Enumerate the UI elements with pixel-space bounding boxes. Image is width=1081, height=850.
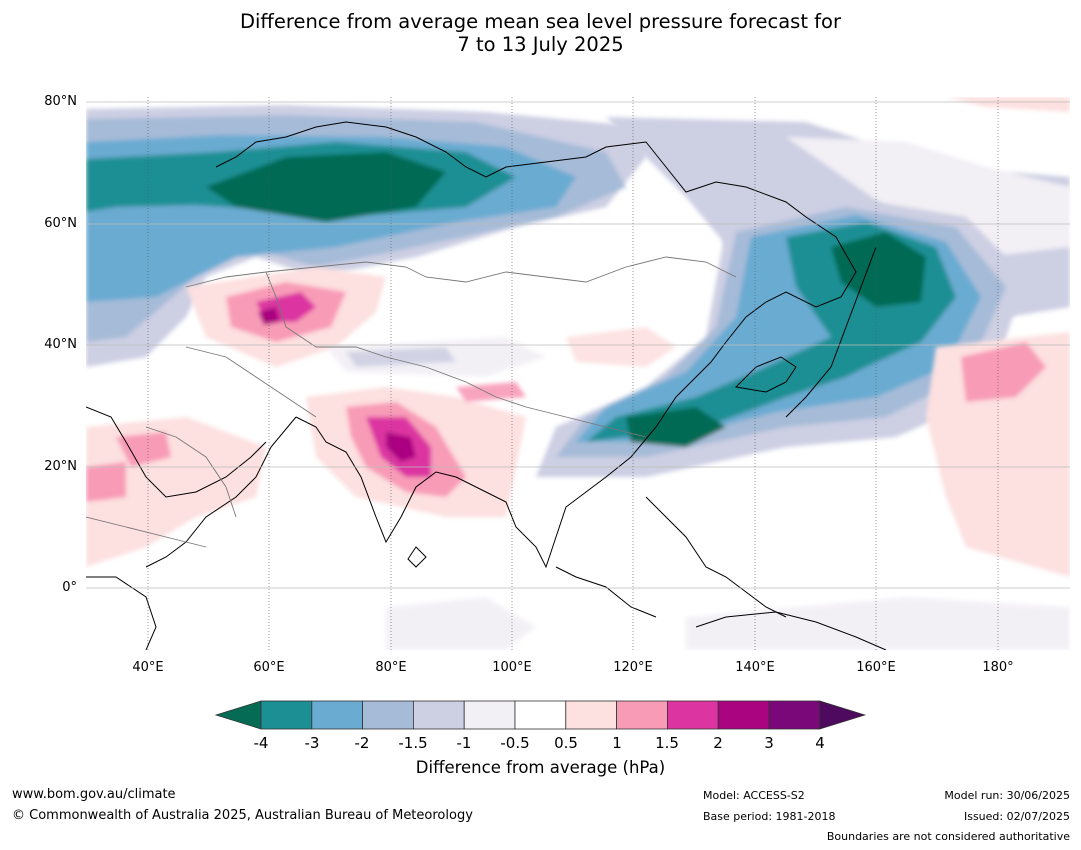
colorbar-segment	[616, 700, 668, 730]
footer-base-period: Base period: 1981-2018	[703, 810, 836, 823]
colorbar-segment	[666, 700, 719, 730]
map-title-line-1: Difference from average mean sea level p…	[240, 10, 841, 33]
footer-copyright: © Commonwealth of Australia 2025, Austra…	[12, 808, 473, 823]
gridlines	[86, 97, 1070, 650]
colorbar-tick: 1.5	[655, 734, 679, 752]
lon-label-100e: 100°E	[492, 660, 532, 675]
colorbar-tick: -4	[253, 734, 269, 752]
colorbar-segment	[717, 700, 770, 730]
footer-model-run: Model run: 30/06/2025	[944, 789, 1070, 802]
colorbar-tick: -0.5	[500, 734, 530, 752]
footer-issued: Issued: 02/07/2025	[963, 810, 1070, 823]
high-anomaly-india	[306, 387, 526, 517]
colorbar-segment	[565, 700, 617, 730]
colorbar-label: Difference from average (hPa)	[415, 758, 666, 777]
lon-label-140e: 140°E	[735, 660, 775, 675]
colorbar-segment	[514, 700, 567, 730]
lon-label-80e: 80°E	[375, 660, 407, 675]
lon-label-40e: 40°E	[132, 660, 164, 675]
country-boundaries	[86, 256, 737, 548]
colorbar-tick: -2	[354, 734, 370, 752]
low-anomaly-nw-pacific	[536, 197, 1026, 477]
colorbar-tick: 4	[815, 734, 825, 752]
lon-label-60e: 60°E	[253, 660, 285, 675]
lat-label-20n: 20°N	[44, 459, 77, 474]
colorbar-tick: -3	[304, 734, 320, 752]
colorbar-segment	[362, 700, 414, 730]
lat-label-60n: 60°N	[44, 216, 77, 231]
pressure-anomaly-map	[86, 97, 1070, 650]
footer-model: Model: ACCESS-S2	[703, 789, 805, 802]
colorbar-tick: 3	[764, 734, 774, 752]
lat-label-0: 0°	[62, 580, 77, 595]
lon-label-180: 180°	[982, 660, 1014, 675]
colorbar-segment	[463, 700, 516, 730]
footer-url: www.bom.gov.au/climate	[12, 787, 176, 802]
high-anomaly-arabia	[86, 417, 266, 567]
lat-label-80n: 80°N	[44, 94, 77, 109]
weak-anomalies	[326, 327, 1070, 650]
colorbar-tick: 2	[713, 734, 723, 752]
lat-label-40n: 40°N	[44, 337, 77, 352]
colorbar-segment	[260, 700, 313, 730]
colorbar-tick: 0.5	[554, 734, 578, 752]
footer-boundaries-note: Boundaries are not considered authoritat…	[826, 830, 1070, 843]
coastlines	[86, 121, 887, 650]
colorbar	[215, 700, 867, 730]
colorbar-segment	[412, 700, 465, 730]
high-anomaly-central-asia	[186, 267, 386, 367]
colorbar-extend-low	[215, 700, 262, 730]
lon-label-120e: 120°E	[613, 660, 653, 675]
colorbar-tick: 1	[612, 734, 622, 752]
colorbar-segment	[768, 700, 821, 730]
low-anomaly-north-eurasia	[86, 105, 646, 367]
colorbar-extend-high	[819, 700, 867, 730]
map-title-line-2: 7 to 13 July 2025	[457, 33, 624, 56]
lon-label-160e: 160°E	[856, 660, 896, 675]
colorbar-tick: -1.5	[398, 734, 428, 752]
colorbar-tick: -1	[456, 734, 472, 752]
colorbar-segment	[311, 700, 364, 730]
